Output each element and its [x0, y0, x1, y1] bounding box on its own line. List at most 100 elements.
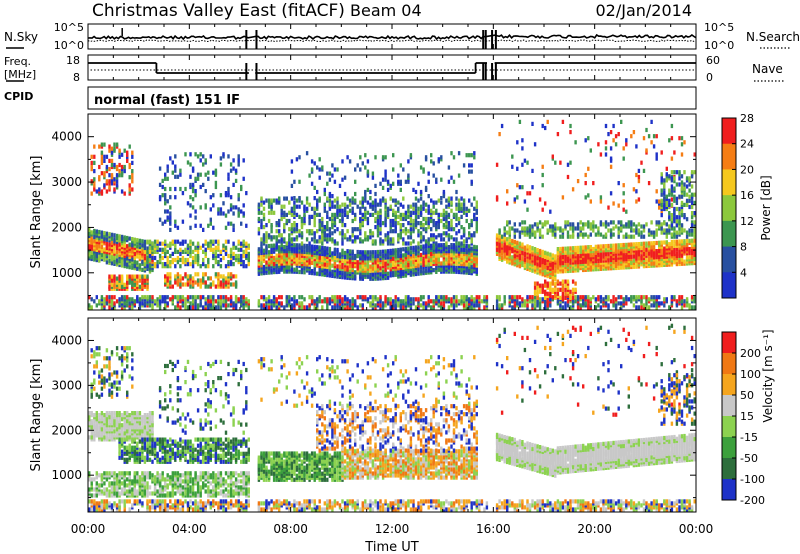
power-cell [427, 237, 430, 242]
power-cell [599, 232, 603, 237]
power-cell [518, 241, 522, 246]
power-cell [341, 159, 344, 164]
power-cell [348, 299, 352, 304]
power-cell [435, 200, 438, 205]
power-cell [169, 241, 172, 246]
power-cell [470, 202, 473, 207]
power-cell [214, 260, 218, 265]
power-cell [361, 212, 364, 217]
power-cell [625, 301, 628, 306]
power-cell [589, 232, 592, 237]
power-cell [538, 232, 542, 237]
power-cell [158, 247, 162, 252]
power-cell [432, 161, 435, 166]
power-cell [300, 247, 304, 252]
power-cell [242, 239, 245, 244]
power-cell [617, 249, 620, 254]
power-cell [305, 305, 309, 310]
power-cell [305, 151, 309, 156]
power-cell [209, 276, 212, 281]
power-cell [100, 142, 104, 147]
power-cell [283, 305, 286, 310]
power-cell [559, 246, 562, 252]
power-cell [212, 225, 215, 230]
power-cell [272, 235, 276, 240]
power-cell [133, 274, 136, 279]
power-cell [227, 272, 230, 277]
power-cell [105, 231, 109, 236]
power-cell [153, 262, 157, 267]
power-cell [148, 239, 152, 244]
power-cell [632, 242, 636, 247]
power-cell [538, 228, 542, 233]
power-cell [392, 248, 395, 253]
power-cell [227, 176, 230, 181]
power-cell [336, 204, 339, 209]
power-cell [475, 208, 478, 213]
power-cell [196, 249, 200, 254]
power-cell [394, 254, 397, 259]
power-cell [108, 242, 111, 247]
power-cell [115, 254, 119, 259]
power-cell [305, 196, 309, 201]
power-cell [346, 265, 349, 270]
power-cell [293, 204, 296, 209]
power-cell [237, 158, 240, 163]
power-cell [88, 303, 91, 308]
power-cell [204, 239, 207, 244]
power-cell [199, 245, 202, 250]
power-cell [670, 295, 674, 300]
power-cell [242, 243, 245, 248]
power-cell [612, 299, 615, 304]
power-cell [374, 198, 377, 203]
power-cell [148, 264, 152, 269]
power-cell [533, 281, 537, 286]
power-cell [242, 158, 245, 163]
power-cell [371, 231, 375, 236]
power-cell [143, 252, 147, 257]
power-cell [351, 218, 354, 224]
power-cell [381, 196, 385, 201]
power-cell [645, 257, 648, 262]
power-cell [171, 160, 174, 165]
power-cell [460, 295, 463, 300]
power-cell [430, 227, 433, 232]
power-cell [115, 244, 119, 249]
power-cell [419, 257, 423, 262]
power-cell [176, 295, 180, 300]
power-cell [412, 202, 415, 207]
power-cell [181, 219, 185, 224]
power-cell [338, 204, 342, 209]
power-cell [245, 241, 248, 246]
power-cell [113, 162, 116, 168]
power-cell [103, 158, 106, 163]
power-cell [316, 212, 319, 217]
power-cell [318, 157, 321, 162]
power-cell [576, 253, 580, 259]
power-cell [158, 295, 162, 300]
power-cell [399, 163, 402, 168]
power-cell [333, 216, 337, 222]
power-cell [392, 273, 395, 278]
power-cell [392, 153, 395, 158]
power-cell [189, 284, 192, 289]
power-cell [409, 241, 413, 246]
power-cell [402, 305, 405, 310]
power-cell [589, 297, 592, 302]
power-cell [113, 274, 116, 279]
power-cell [189, 305, 192, 310]
power-cell [452, 265, 456, 270]
power-cell [326, 181, 329, 186]
power-cell [267, 198, 271, 203]
freq-label-line1: Freq. [4, 55, 31, 68]
power-cell [566, 262, 570, 267]
power-cell [217, 305, 220, 310]
power-cell [326, 214, 329, 219]
power-cell [298, 301, 301, 306]
power-cell [462, 227, 466, 232]
power-cell [113, 177, 116, 182]
power-cell [437, 218, 440, 224]
power-cell [359, 200, 362, 205]
